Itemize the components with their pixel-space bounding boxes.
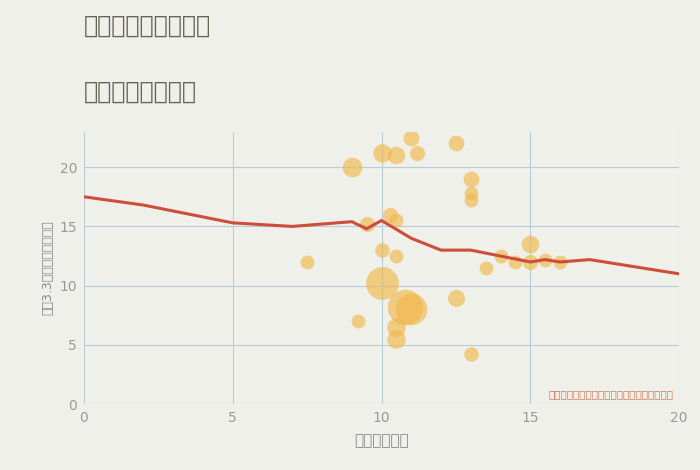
- Point: [391, 335, 402, 343]
- Point: [346, 164, 357, 171]
- Point: [412, 149, 423, 157]
- Point: [465, 196, 476, 204]
- Point: [400, 303, 411, 311]
- Text: 駅距離別土地価格: 駅距離別土地価格: [84, 80, 197, 104]
- Point: [480, 264, 491, 272]
- Point: [391, 252, 402, 260]
- Point: [465, 189, 476, 197]
- Point: [376, 280, 387, 287]
- Y-axis label: 坪（3.3㎡）単価（万円）: 坪（3.3㎡）単価（万円）: [41, 220, 54, 315]
- Point: [391, 151, 402, 159]
- Point: [495, 252, 506, 260]
- Point: [376, 246, 387, 254]
- Point: [465, 351, 476, 358]
- Point: [376, 149, 387, 157]
- Point: [302, 258, 313, 266]
- Point: [554, 258, 566, 266]
- Point: [525, 258, 536, 266]
- Point: [391, 217, 402, 224]
- X-axis label: 駅距離（分）: 駅距離（分）: [354, 433, 409, 448]
- Point: [406, 306, 417, 313]
- Point: [385, 211, 396, 219]
- Point: [510, 258, 521, 266]
- Point: [361, 220, 372, 228]
- Point: [406, 134, 417, 141]
- Point: [352, 317, 363, 325]
- Point: [540, 256, 551, 263]
- Point: [391, 323, 402, 331]
- Point: [525, 241, 536, 248]
- Text: 円の大きさは、取引のあった物件面積を示す: 円の大きさは、取引のあった物件面積を示す: [548, 390, 673, 400]
- Point: [450, 140, 461, 147]
- Point: [465, 175, 476, 183]
- Text: 兵庫県高砂市梅井の: 兵庫県高砂市梅井の: [84, 14, 211, 38]
- Point: [450, 294, 461, 301]
